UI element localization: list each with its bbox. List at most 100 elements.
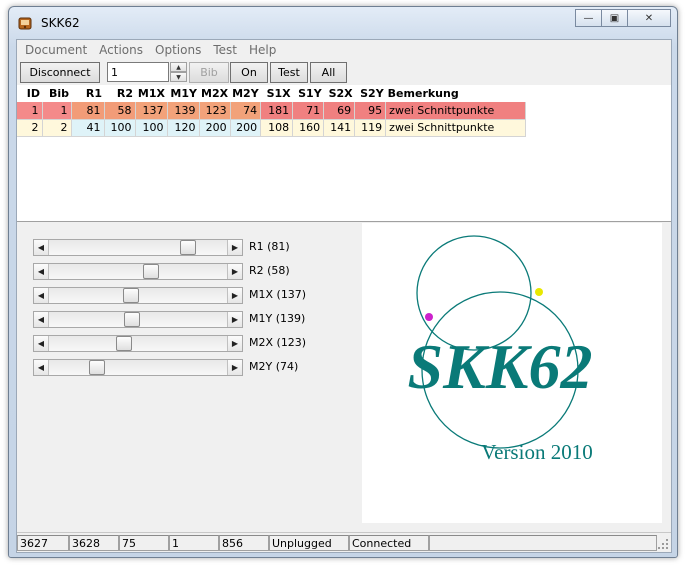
col-header-bemerkung[interactable]: Bemerkung: [385, 85, 526, 102]
slider-m2y[interactable]: ◀ ▶ M2Y (74): [33, 359, 353, 377]
minimize-icon: —: [583, 12, 594, 24]
logo-title: SKK62: [408, 331, 593, 402]
spin-up-icon[interactable]: ▲: [170, 62, 187, 72]
client-area: Document Actions Options Test Help Disco…: [16, 39, 672, 553]
slider-thumb[interactable]: [123, 288, 140, 303]
window-title: SKK62: [41, 16, 80, 30]
menu-bar: Document Actions Options Test Help: [17, 40, 671, 59]
slider-label: M1Y (139): [249, 312, 306, 325]
col-header-m1y[interactable]: M1Y: [167, 85, 199, 102]
table-row[interactable]: 2 2 41 100 100 120 200 200 108 160 141 1…: [17, 119, 527, 137]
test-button[interactable]: Test: [270, 62, 308, 83]
minimize-button[interactable]: —: [575, 9, 602, 27]
maximize-button[interactable]: ▣: [601, 9, 628, 27]
intersection-point-magenta: [425, 313, 433, 321]
cell-r2: 100: [104, 119, 136, 137]
col-header-m2y[interactable]: M2Y: [230, 85, 261, 102]
cell-s1x: 108: [260, 119, 294, 137]
cell-id: 1: [17, 102, 43, 120]
cell-s1y: 160: [292, 119, 325, 137]
menu-document[interactable]: Document: [25, 42, 88, 57]
slider-thumb[interactable]: [142, 264, 159, 279]
arrow-left-icon[interactable]: ◀: [34, 336, 49, 351]
arrow-right-icon[interactable]: ▶: [227, 312, 242, 327]
slider-track[interactable]: ◀ ▶: [33, 359, 243, 376]
intersection-point-yellow: [535, 288, 543, 296]
slider-track[interactable]: ◀ ▶: [33, 263, 243, 280]
logo-version: Version 2010: [481, 440, 592, 464]
connection-usb-status: Unplugged: [269, 535, 349, 551]
cell-s1y: 71: [292, 102, 325, 120]
col-header-s2x[interactable]: S2X: [323, 85, 355, 102]
arrow-right-icon[interactable]: ▶: [227, 360, 242, 375]
cell-m1y: 120: [167, 119, 200, 137]
col-header-s1y[interactable]: S1Y: [292, 85, 324, 102]
arrow-right-icon[interactable]: ▶: [227, 288, 242, 303]
slider-track[interactable]: ◀ ▶: [33, 239, 243, 256]
bib-number-input[interactable]: [107, 62, 169, 82]
slider-thumb[interactable]: [115, 336, 132, 351]
slider-r1[interactable]: ◀ ▶ R1 (81): [33, 239, 353, 257]
status-cell: 1: [169, 535, 219, 551]
cell-m2x: 123: [199, 102, 231, 120]
slider-panel: ◀ ▶ R1 (81) ◀ ▶ R2 (58) ◀: [17, 223, 361, 523]
results-table: ID Bib R1 R2 M1X M1Y M2X M2Y S1X S1Y S2X…: [17, 85, 527, 137]
col-header-m1x[interactable]: M1X: [135, 85, 167, 102]
menu-test[interactable]: Test: [213, 42, 237, 57]
arrow-right-icon[interactable]: ▶: [227, 336, 242, 351]
menu-options[interactable]: Options: [155, 42, 202, 57]
menu-help[interactable]: Help: [248, 42, 277, 57]
arrow-left-icon[interactable]: ◀: [34, 360, 49, 375]
menu-actions[interactable]: Actions: [99, 42, 144, 57]
slider-label: M2Y (74): [249, 360, 299, 373]
cell-s2x: 141: [323, 119, 356, 137]
spin-down-icon[interactable]: ▼: [170, 72, 187, 82]
arrow-right-icon[interactable]: ▶: [227, 240, 242, 255]
disconnect-button[interactable]: Disconnect: [20, 62, 100, 83]
close-button[interactable]: ✕: [627, 9, 671, 27]
col-header-m2x[interactable]: M2X: [199, 85, 231, 102]
restore-icon: ▣: [609, 12, 620, 24]
status-cell: 3627: [17, 535, 69, 551]
table-row[interactable]: 1 1 81 58 137 139 123 74 181 71 69 95 zw…: [17, 102, 527, 120]
slider-thumb[interactable]: [89, 360, 106, 375]
arrow-right-icon[interactable]: ▶: [227, 264, 242, 279]
arrow-left-icon[interactable]: ◀: [34, 264, 49, 279]
slider-r2[interactable]: ◀ ▶ R2 (58): [33, 263, 353, 281]
slider-thumb[interactable]: [179, 240, 196, 255]
slider-label: M1X (137): [249, 288, 307, 301]
slider-track[interactable]: ◀ ▶: [33, 287, 243, 304]
cell-bemerkung: zwei Schnittpunkte: [385, 119, 527, 137]
slider-m2x[interactable]: ◀ ▶ M2X (123): [33, 335, 353, 353]
arrow-left-icon[interactable]: ◀: [34, 288, 49, 303]
slider-track[interactable]: ◀ ▶: [33, 311, 243, 328]
cell-r1: 81: [71, 102, 105, 120]
slider-m1x[interactable]: ◀ ▶ M1X (137): [33, 287, 353, 305]
on-button[interactable]: On: [230, 62, 268, 83]
lower-circle: [421, 291, 579, 449]
resize-grip-icon[interactable]: [657, 538, 669, 550]
arrow-left-icon[interactable]: ◀: [34, 312, 49, 327]
upper-circle: [416, 235, 532, 351]
col-header-r2[interactable]: R2: [104, 85, 135, 102]
data-grid[interactable]: ID Bib R1 R2 M1X M1Y M2X M2Y S1X S1Y S2X…: [17, 85, 671, 222]
title-bar[interactable]: SKK62 — ▣ ✕: [9, 7, 677, 37]
slider-track[interactable]: ◀ ▶: [33, 335, 243, 352]
app-icon: [18, 17, 32, 30]
bib-number-spinner[interactable]: ▲ ▼: [170, 62, 187, 82]
slider-m1y[interactable]: ◀ ▶ M1Y (139): [33, 311, 353, 329]
col-header-s2y[interactable]: S2Y: [354, 85, 386, 102]
bib-button[interactable]: Bib: [189, 62, 229, 83]
slider-label: R1 (81): [249, 240, 290, 253]
status-cell: 75: [119, 535, 169, 551]
arrow-left-icon[interactable]: ◀: [34, 240, 49, 255]
cell-s2y: 95: [354, 102, 387, 120]
cell-s2x: 69: [323, 102, 356, 120]
slider-thumb[interactable]: [124, 312, 141, 327]
all-button[interactable]: All: [310, 62, 347, 83]
col-header-bib[interactable]: Bib: [42, 85, 71, 102]
col-header-r1[interactable]: R1: [71, 85, 104, 102]
col-header-s1x[interactable]: S1X: [260, 85, 293, 102]
col-header-id[interactable]: ID: [17, 85, 42, 102]
cell-m1x: 100: [135, 119, 168, 137]
